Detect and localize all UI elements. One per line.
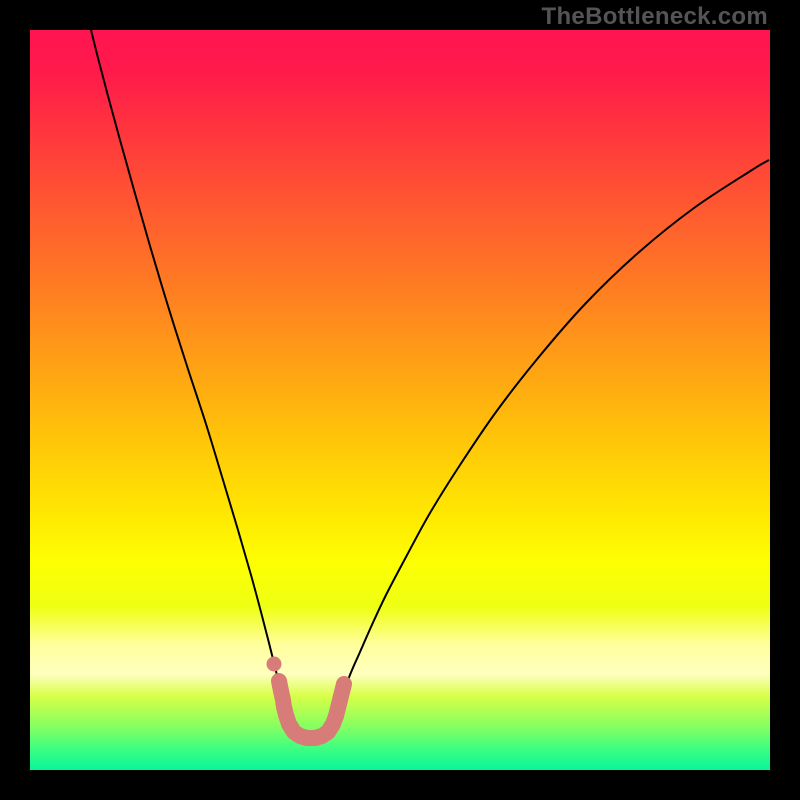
curve-svg bbox=[30, 30, 770, 770]
plot-area bbox=[30, 30, 770, 770]
bottleneck-curve-right bbox=[338, 160, 769, 707]
trough-marker bbox=[279, 681, 344, 738]
bottleneck-curve-left bbox=[91, 30, 284, 706]
watermark-text: TheBottleneck.com bbox=[542, 3, 768, 31]
trough-dot bbox=[267, 657, 282, 672]
